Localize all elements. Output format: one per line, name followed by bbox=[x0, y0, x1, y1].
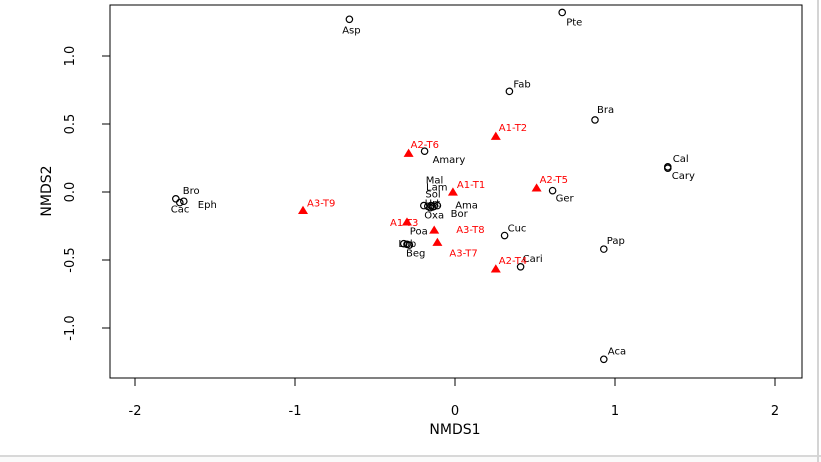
point-marker-A3-T7 bbox=[432, 237, 443, 246]
plot-box bbox=[109, 4, 803, 379]
point-label-Ama: Ama bbox=[455, 200, 478, 211]
x-tick-label: -1 bbox=[289, 404, 302, 419]
point-marker-Amary bbox=[420, 147, 429, 156]
point-label-Cari: Cari bbox=[523, 254, 543, 265]
point-marker-Cuc bbox=[500, 231, 509, 240]
x-tick-label: 1 bbox=[611, 404, 619, 419]
point-label-Aca: Aca bbox=[608, 346, 626, 357]
point-marker-A1-T1 bbox=[447, 187, 458, 196]
point-marker-Sol bbox=[433, 201, 442, 210]
point-marker-A1-T3 bbox=[402, 217, 412, 226]
x-axis-title: NMDS1 bbox=[429, 422, 481, 438]
y-tick-label: -1.0 bbox=[63, 315, 78, 340]
point-label-A2-T5: A2-T5 bbox=[540, 175, 568, 186]
point-marker-Bra bbox=[591, 116, 599, 124]
point-label-Oxa: Oxa bbox=[424, 211, 444, 222]
point-marker-Ger bbox=[548, 186, 557, 195]
point-marker-Eph bbox=[180, 197, 188, 206]
x-tick-label: 2 bbox=[771, 404, 779, 419]
point-label-Cal: Cal bbox=[673, 154, 689, 165]
point-marker-Cac bbox=[176, 198, 184, 207]
point-label-Bra: Bra bbox=[597, 105, 614, 116]
point-label-Eph: Eph bbox=[198, 200, 217, 211]
y-tick-label: 1.0 bbox=[63, 46, 78, 67]
point-label-Mal: Mal bbox=[426, 176, 444, 187]
point-label-A2-T6: A2-T6 bbox=[411, 140, 439, 151]
point-label-Bro: Bro bbox=[183, 186, 200, 197]
point-label-Pap: Pap bbox=[607, 236, 625, 247]
point-marker-A1-T2 bbox=[490, 131, 501, 140]
point-marker-Bro bbox=[172, 195, 180, 203]
point-label-Beg: Beg bbox=[406, 248, 425, 259]
point-marker-Cari bbox=[516, 262, 525, 271]
window-right-border bbox=[817, 0, 819, 462]
point-marker-Fab bbox=[505, 87, 514, 96]
point-label-A3-T7: A3-T7 bbox=[449, 248, 477, 259]
y-axis-title: NMDS2 bbox=[39, 165, 55, 217]
point-marker-A3-T9 bbox=[298, 205, 308, 214]
point-label-Amary: Amary bbox=[433, 155, 466, 166]
point-label-Fab: Fab bbox=[513, 79, 530, 90]
point-label-Ger: Ger bbox=[556, 194, 575, 205]
point-marker-Bor bbox=[428, 203, 437, 211]
point-marker-Cary bbox=[663, 164, 672, 173]
point-marker-A2-T6 bbox=[403, 148, 414, 157]
point-marker-Pap bbox=[599, 245, 608, 253]
point-label-A3-T8: A3-T8 bbox=[456, 225, 484, 236]
point-marker-A3-T8 bbox=[429, 225, 440, 234]
y-tick-label: 0.5 bbox=[63, 114, 78, 135]
point-marker-A2-T5 bbox=[531, 183, 542, 192]
point-label-Sol: Sol bbox=[425, 190, 440, 201]
point-marker-Pte bbox=[558, 8, 567, 17]
point-label-Lam: Lam bbox=[426, 183, 447, 194]
window-bottom-border bbox=[0, 455, 821, 457]
point-label-A1-T1: A1-T1 bbox=[457, 180, 485, 191]
point-label-Poa: Poa bbox=[410, 227, 428, 238]
point-label-A1-T2: A1-T2 bbox=[499, 123, 527, 134]
point-label-Asp: Asp bbox=[342, 25, 360, 36]
point-label-A3-T9: A3-T9 bbox=[307, 198, 335, 209]
point-label-Cary: Cary bbox=[672, 171, 695, 182]
point-label-Bor: Bor bbox=[451, 209, 469, 220]
window-bottom-margin bbox=[0, 457, 821, 462]
point-marker-Asp bbox=[345, 15, 354, 24]
x-tick-label: -2 bbox=[129, 404, 142, 419]
y-tick-label: -0.5 bbox=[63, 247, 78, 272]
point-marker-A2-T4 bbox=[490, 264, 501, 273]
point-marker-Beg bbox=[403, 240, 411, 249]
point-marker-Aca bbox=[599, 355, 608, 364]
point-label-A2-T4: A2-T4 bbox=[499, 256, 527, 267]
point-label-Pte: Pte bbox=[566, 17, 582, 28]
y-tick-label: 0.0 bbox=[63, 182, 78, 203]
point-label-Cac: Cac bbox=[171, 205, 190, 216]
x-tick-label: 0 bbox=[451, 404, 459, 419]
point-label-Cuc: Cuc bbox=[508, 224, 527, 235]
